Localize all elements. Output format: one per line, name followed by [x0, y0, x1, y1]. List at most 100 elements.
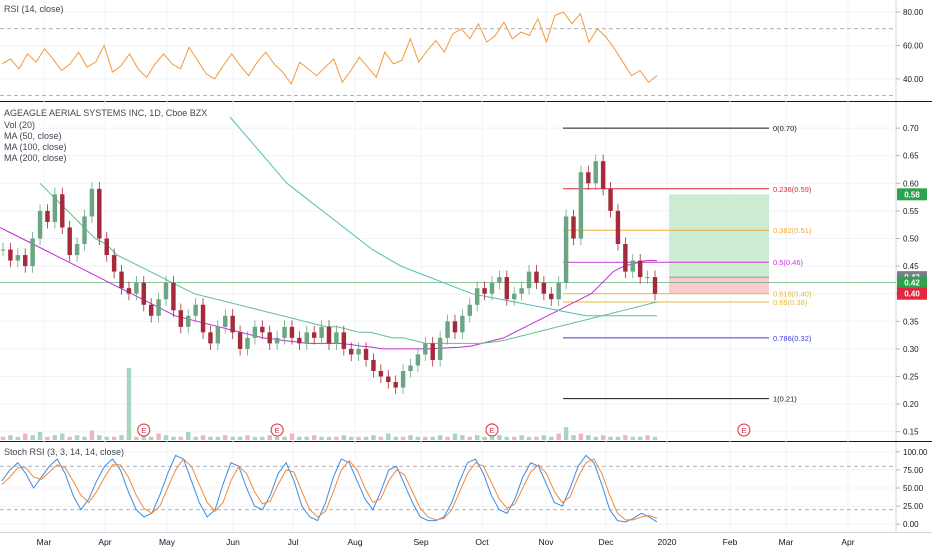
price-badge-label-0: 0.58	[904, 190, 920, 199]
earnings-marker-label-2: E	[489, 426, 494, 435]
fib-label-1: 0.236(0.59)	[773, 185, 812, 194]
volume-bar-55	[408, 435, 413, 440]
x-axis-label-10: 2020	[658, 537, 677, 547]
volume-bar-85	[630, 436, 635, 440]
price-ytick-label-10: 0.65	[903, 152, 919, 161]
axes: 40.00 60.00 80.00 0.15 0.20 0.25 0.30 0.35 0.40 0…	[37, 8, 928, 547]
earnings-marker-3	[737, 423, 751, 437]
candle-body-17	[126, 288, 132, 294]
price-ytick-label-8: 0.55	[903, 207, 919, 216]
candle-body-29	[215, 326, 221, 344]
candle-body-80	[593, 161, 598, 184]
volume-bar-15	[111, 436, 117, 440]
volume-bar-75	[556, 433, 561, 440]
volume-bar-39	[289, 433, 295, 440]
candle-body-43	[319, 326, 324, 338]
volume-spike-0	[126, 368, 132, 440]
volume-bar-33	[245, 435, 250, 440]
price-pane: 0(0.70) 0.236(0.59) 0.382(0.51) 0.5(0.46) 0.…	[0, 116, 896, 440]
volume-bar-59	[437, 435, 443, 440]
rsi-ytick-label-0: 40.00	[903, 75, 924, 84]
candle-body-54	[400, 370, 406, 388]
volume-bar-3	[23, 433, 28, 440]
volume-bar-34	[252, 436, 258, 440]
candle-body-10	[74, 244, 80, 256]
volume-bar-78	[578, 433, 584, 440]
price-ytick-label-6: 0.45	[903, 262, 919, 271]
candle-body-7	[52, 194, 58, 222]
candle-body-44	[326, 326, 332, 344]
volume-bar-65	[482, 436, 487, 440]
volume-bar-13	[97, 435, 102, 440]
fib-label-2: 0.382(0.51)	[773, 226, 812, 235]
stoch-line-d	[1, 458, 658, 521]
candle-body-70	[519, 288, 524, 294]
volume-bar-48	[356, 436, 361, 440]
x-axis-label-3: Jun	[226, 537, 240, 547]
candle-body-20	[148, 304, 154, 316]
stoch-ytick-label-0: 0.00	[903, 520, 919, 529]
volume-bar-30	[223, 435, 228, 440]
stoch-ytick-label-2: 50.00	[903, 484, 924, 493]
candle-body-2	[15, 255, 21, 261]
volume-bar-84	[623, 435, 628, 440]
volume-bar-42	[311, 435, 317, 440]
volume-bar-86	[637, 436, 643, 440]
candle-body-76	[563, 216, 569, 283]
volume-bar-83	[615, 436, 621, 440]
candle-body-78	[578, 172, 584, 239]
candle-body-32	[237, 332, 243, 349]
candle-body-48	[356, 348, 361, 355]
price-ytick-label-7: 0.50	[903, 234, 919, 243]
volume-bar-76	[563, 427, 569, 440]
volume-bar-4	[30, 435, 35, 440]
volume-bar-40	[297, 436, 302, 440]
volume-bar-88	[652, 436, 658, 440]
candle-body-45	[334, 332, 339, 344]
volume-bar-87	[645, 435, 650, 440]
price-ytick-label-9: 0.60	[903, 179, 919, 188]
x-axis-label-13: Apr	[841, 537, 854, 547]
volume-bar-5	[37, 432, 43, 440]
candle-body-13	[97, 188, 102, 239]
candle-body-56	[415, 354, 421, 366]
candle-body-3	[23, 255, 28, 267]
volume-bar-64	[474, 435, 480, 440]
candle-body-82	[608, 188, 613, 211]
volume-bar-25	[186, 432, 191, 440]
price-ytick-label-4: 0.35	[903, 317, 919, 326]
volume-bar-26	[193, 436, 198, 440]
volume-bar-41	[304, 436, 309, 440]
volume-bar-56	[415, 436, 421, 440]
volume-bar-27	[200, 435, 206, 440]
volume-bar-54	[400, 436, 406, 440]
earnings-marker-label-0: E	[141, 426, 146, 435]
stoch-rsi-title: Stoch RSI (3, 3, 14, 14, close)	[4, 447, 124, 457]
volume-bar-74	[549, 436, 554, 440]
price-ytick-label-3: 0.30	[903, 345, 919, 354]
volume-bar-16	[119, 435, 124, 440]
candle-body-77	[571, 216, 576, 239]
legend-vol: Vol (20)	[4, 120, 35, 130]
fib-label-3: 0.5(0.46)	[773, 258, 804, 267]
candle-body-60	[445, 321, 450, 338]
volume-bar-82	[608, 436, 613, 440]
candle-body-21	[156, 299, 161, 316]
candle-body-50	[371, 359, 376, 371]
volume-bar-7	[52, 435, 58, 440]
candle-body-69	[512, 293, 517, 300]
volume-bar-80	[593, 436, 598, 440]
candle-body-49	[363, 348, 369, 360]
volume-bar-23	[171, 436, 176, 440]
fib-label-6: 0.786(0.32)	[773, 334, 812, 343]
volume-bar-58	[430, 436, 435, 440]
symbol-title: AGEAGLE AERIAL SYSTEMS INC, 1D, Cboe BZX	[4, 108, 207, 118]
candle-body-88	[652, 277, 658, 294]
candle-body-19	[141, 282, 146, 305]
earnings-marker-label-1: E	[275, 426, 280, 435]
volume-bar-60	[445, 436, 450, 440]
volume-bar-63	[467, 436, 472, 440]
candle-body-64	[474, 288, 480, 305]
candle-body-23	[171, 282, 176, 311]
